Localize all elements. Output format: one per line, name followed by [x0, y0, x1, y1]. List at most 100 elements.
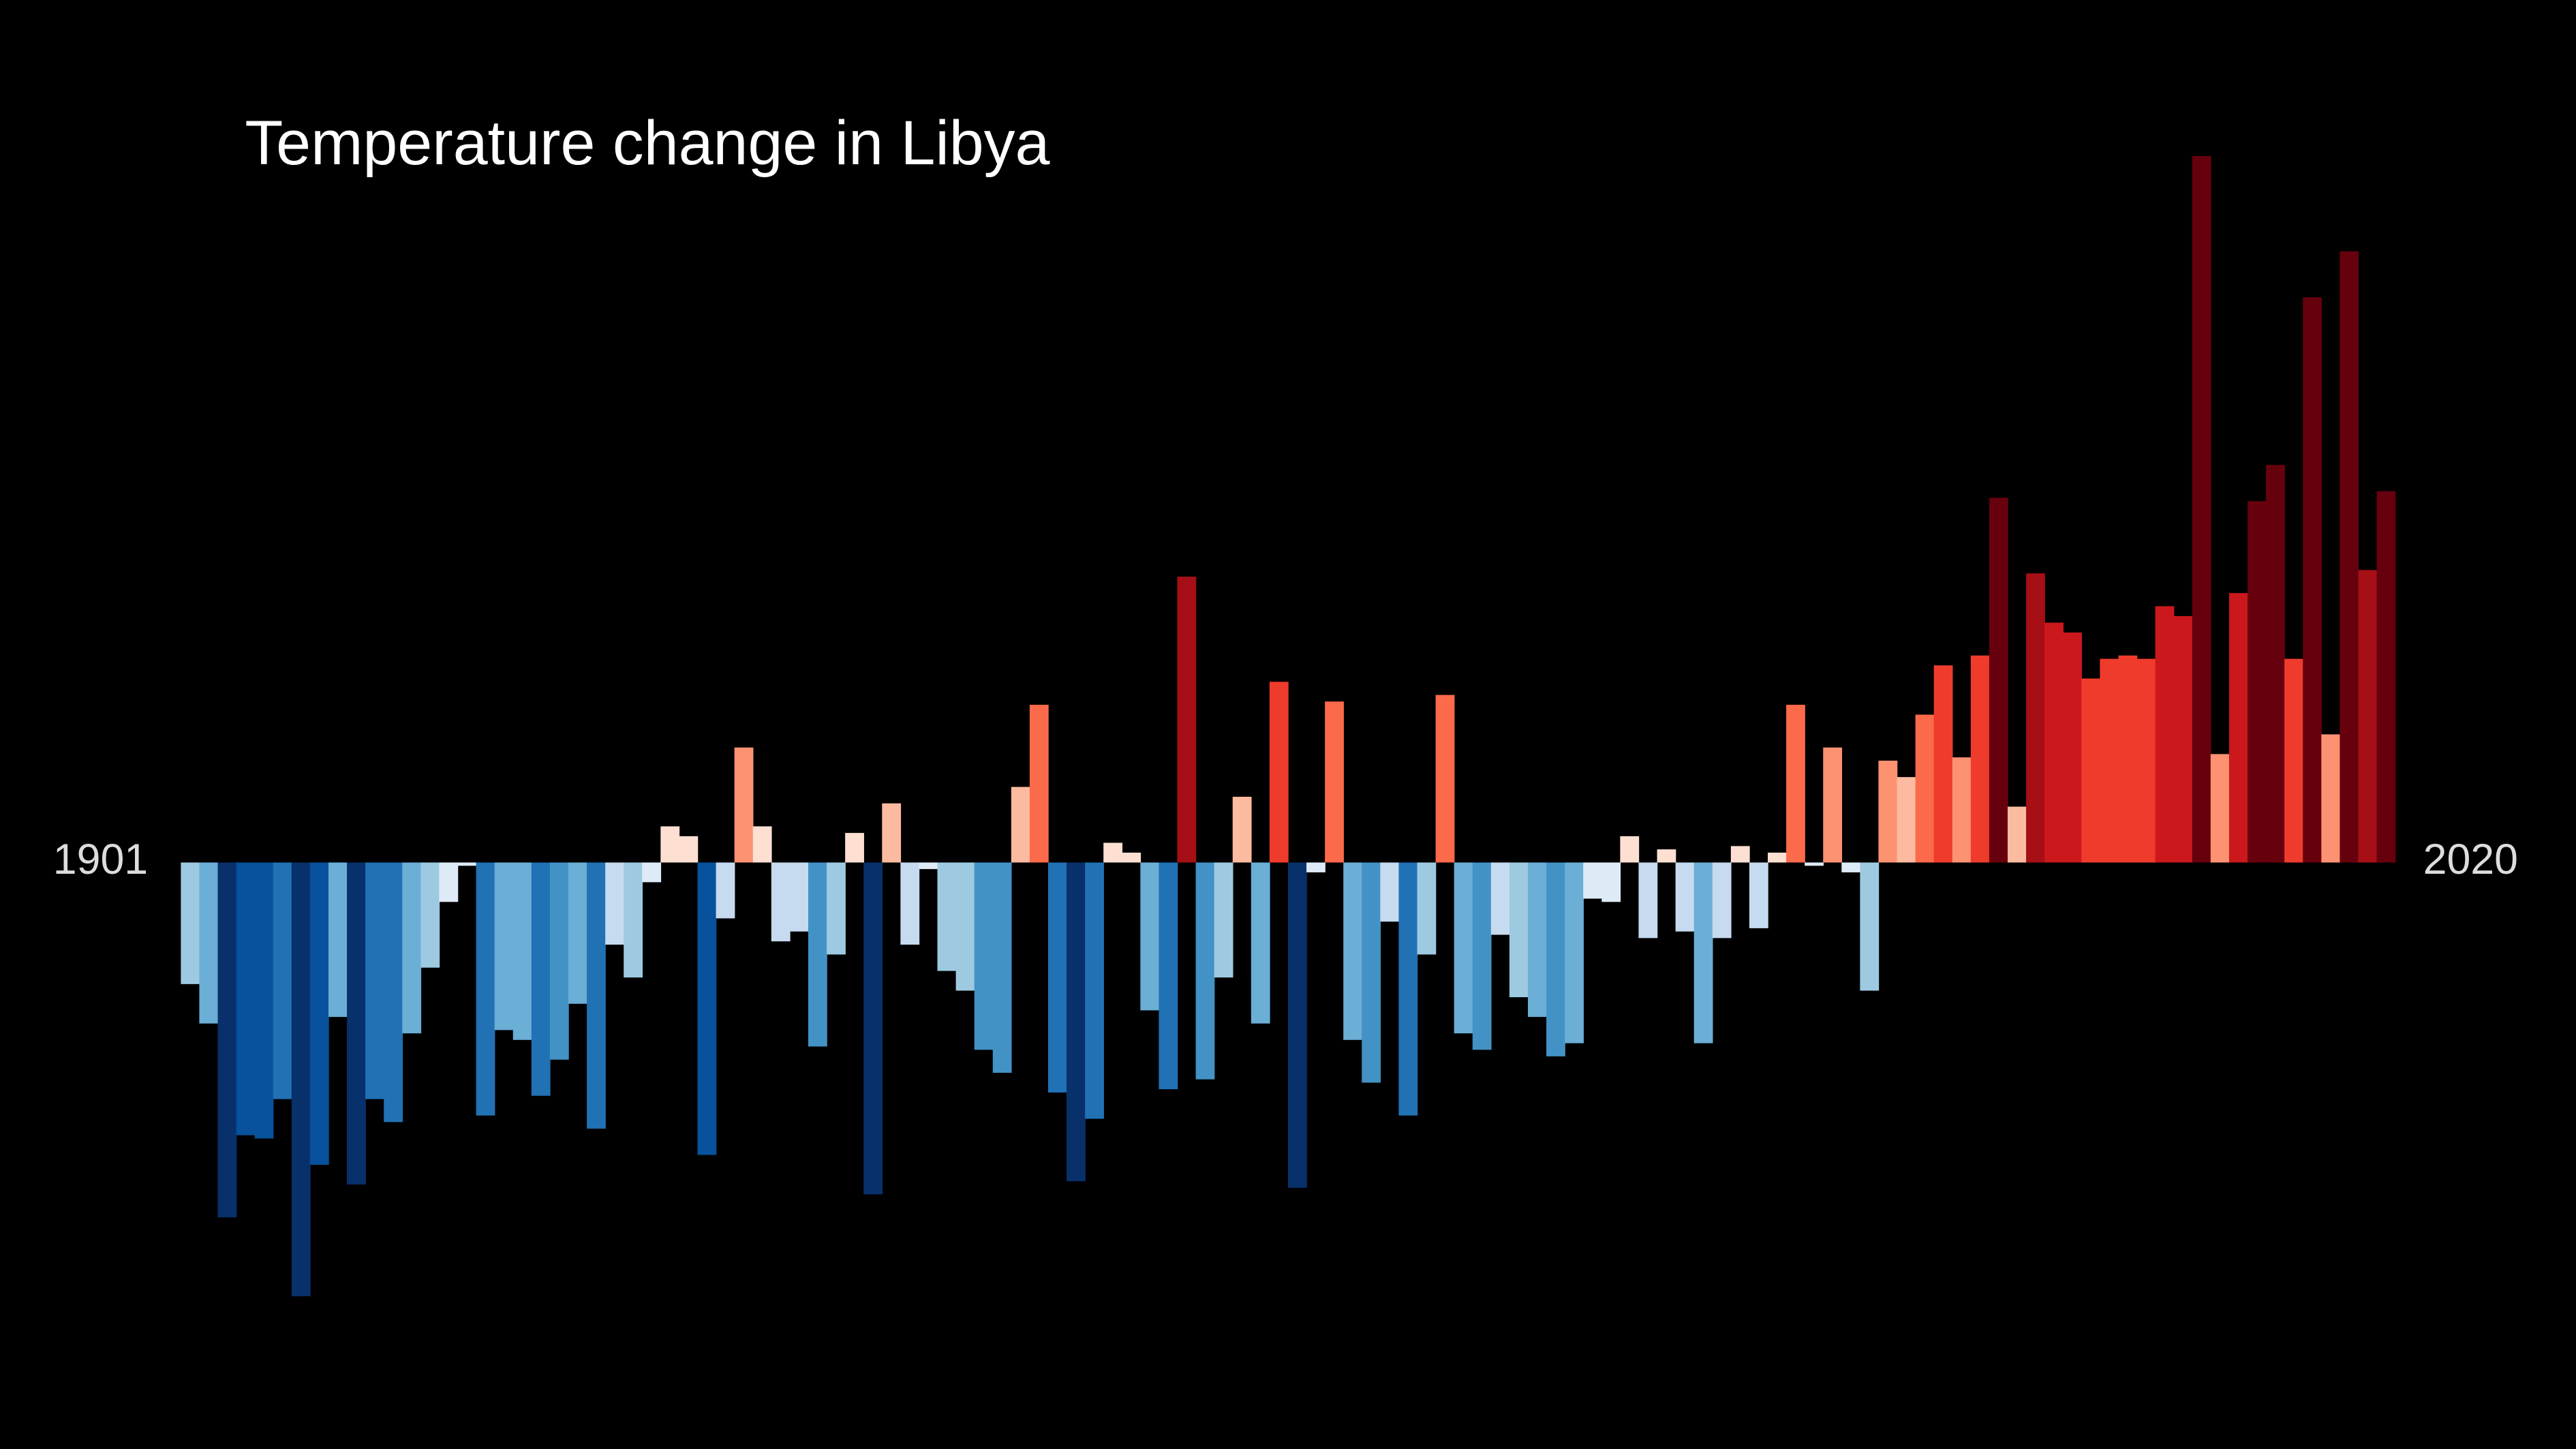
bar	[1897, 777, 1916, 863]
bar	[1933, 665, 1953, 863]
bar	[1472, 862, 1492, 1050]
bar	[2210, 754, 2230, 863]
bar	[476, 862, 495, 1116]
bar	[605, 862, 624, 945]
bar	[365, 862, 384, 1099]
bar	[1047, 862, 1067, 1093]
bar	[587, 862, 606, 1129]
bar	[1380, 862, 1400, 922]
bar	[1011, 787, 1030, 863]
bar	[827, 862, 846, 955]
bar	[1601, 862, 1621, 902]
x-tick-label: 2020	[2423, 836, 2518, 883]
bar	[1989, 498, 2008, 863]
bar	[2376, 491, 2396, 863]
bar	[752, 826, 772, 863]
bar	[1675, 862, 1695, 932]
bar	[273, 862, 292, 1099]
bar	[863, 862, 883, 1195]
bar	[2063, 632, 2083, 863]
bar	[624, 862, 643, 978]
bar	[955, 862, 975, 991]
bar	[679, 836, 699, 863]
bar	[734, 747, 754, 863]
bar	[1638, 862, 1658, 939]
bar	[217, 862, 237, 1218]
bar	[1712, 862, 1732, 939]
bar	[1490, 862, 1510, 935]
bar	[660, 826, 680, 863]
bar	[2266, 465, 2285, 863]
bar	[1251, 862, 1270, 1024]
bar	[716, 862, 735, 919]
bar	[1232, 797, 1252, 863]
bar	[2192, 155, 2211, 863]
bar	[181, 862, 200, 984]
bar	[1970, 655, 1990, 863]
bar	[919, 862, 938, 870]
bar	[1085, 862, 1104, 1119]
bar	[1269, 682, 1289, 863]
bar	[2008, 806, 2027, 863]
bar	[439, 862, 459, 902]
bar	[309, 862, 329, 1165]
bar	[1509, 862, 1529, 998]
bar	[2173, 615, 2193, 863]
bar	[347, 862, 366, 1185]
bar	[2026, 573, 2045, 863]
bar	[642, 862, 662, 883]
bar	[808, 862, 827, 1047]
bar	[900, 862, 920, 945]
bar	[1214, 862, 1233, 978]
bar	[2155, 606, 2175, 863]
bar	[1878, 761, 1898, 863]
bar	[420, 862, 440, 968]
bar	[236, 862, 256, 1135]
bar	[1528, 862, 1547, 1018]
bar	[291, 862, 311, 1296]
bar	[1730, 846, 1750, 863]
bar	[2118, 655, 2138, 863]
bar	[568, 862, 587, 1004]
bar	[845, 833, 864, 863]
bar	[1325, 701, 1344, 863]
bar	[789, 862, 809, 932]
bar	[1343, 862, 1363, 1040]
bar	[1952, 757, 1972, 863]
bar	[2284, 658, 2303, 863]
bar	[1306, 862, 1325, 872]
bar	[2248, 501, 2267, 863]
bar	[1435, 695, 1455, 863]
chart-title: Temperature change in Libya	[245, 108, 1049, 178]
bar	[1398, 862, 1418, 1116]
bar	[1749, 862, 1768, 928]
bar	[1620, 836, 1640, 863]
bar	[1122, 853, 1141, 863]
bar	[384, 862, 403, 1123]
bar	[2321, 734, 2341, 863]
bar	[1103, 842, 1123, 863]
bar	[1823, 747, 1843, 863]
bar	[1195, 862, 1215, 1080]
bar	[402, 862, 422, 1034]
bar	[974, 862, 994, 1050]
bar	[2303, 297, 2322, 863]
bar	[494, 862, 514, 1031]
bar	[1140, 862, 1160, 1011]
bar	[254, 862, 274, 1139]
bar	[1565, 862, 1584, 1043]
bar	[1841, 862, 1861, 872]
bar	[1454, 862, 1473, 1034]
bar	[697, 862, 717, 1155]
bar	[1067, 862, 1086, 1182]
bar	[2136, 658, 2156, 863]
bar	[328, 862, 348, 1018]
bar	[882, 803, 902, 863]
bar	[1786, 705, 1805, 863]
bar	[549, 862, 569, 1060]
bar	[1768, 853, 1787, 863]
bar	[1693, 862, 1713, 1043]
bar	[2358, 570, 2378, 863]
bar	[1288, 862, 1307, 1188]
